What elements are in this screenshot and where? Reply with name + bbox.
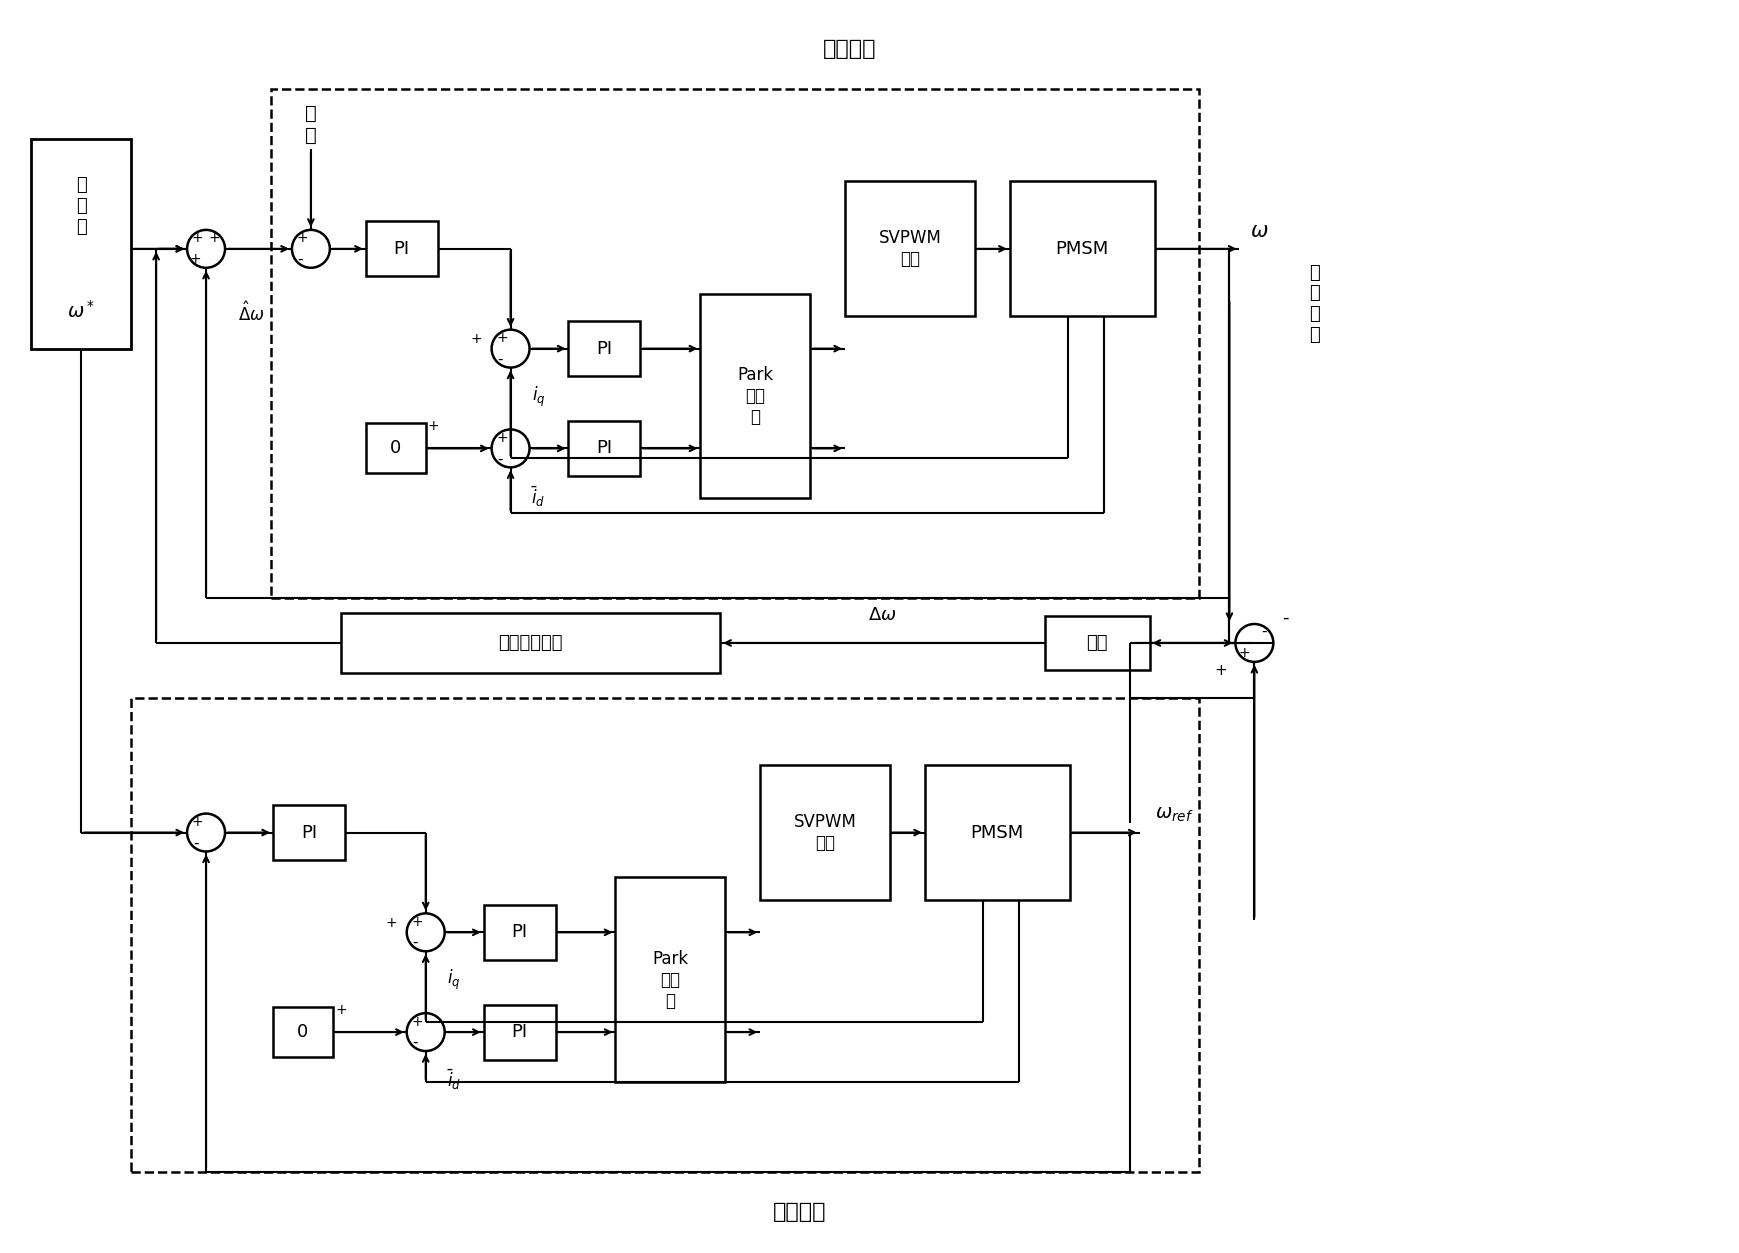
Circle shape xyxy=(492,430,530,467)
Circle shape xyxy=(188,813,224,852)
Text: 优化灰色补偶: 优化灰色补偶 xyxy=(499,634,563,652)
Text: +: + xyxy=(1214,663,1226,678)
Text: $\bar{i}_d$: $\bar{i}_d$ xyxy=(447,1068,461,1093)
Text: -: - xyxy=(497,451,503,466)
Bar xyxy=(483,1005,555,1060)
Circle shape xyxy=(292,229,330,268)
Text: 实
际
输
出: 实 际 输 出 xyxy=(1309,263,1320,343)
Bar xyxy=(273,806,344,860)
Text: $\hat{\Delta}\omega$: $\hat{\Delta}\omega$ xyxy=(238,302,264,326)
Text: -: - xyxy=(193,836,198,851)
Text: $\bar{i}_d$: $\bar{i}_d$ xyxy=(532,484,546,509)
Bar xyxy=(271,89,1200,598)
Text: +: + xyxy=(191,816,203,829)
Text: Park
逆变
换: Park 逆变 换 xyxy=(737,366,774,426)
Text: 0: 0 xyxy=(390,440,402,457)
Bar xyxy=(365,424,426,474)
Circle shape xyxy=(407,1014,445,1051)
Text: 干
扰: 干 扰 xyxy=(304,104,316,144)
Bar xyxy=(1045,615,1149,670)
Bar xyxy=(569,321,640,376)
Text: +: + xyxy=(412,915,423,928)
Bar xyxy=(1010,182,1155,316)
Text: +: + xyxy=(1238,647,1250,660)
Text: $\omega^*$: $\omega^*$ xyxy=(68,299,96,322)
Text: 0: 0 xyxy=(297,1024,308,1041)
Text: 给
定
値: 给 定 値 xyxy=(77,177,87,236)
Bar xyxy=(273,1007,332,1058)
Text: $\omega_{ref}$: $\omega_{ref}$ xyxy=(1155,806,1195,824)
Bar xyxy=(130,698,1200,1172)
Text: $\Delta\omega$: $\Delta\omega$ xyxy=(868,606,897,624)
Bar xyxy=(925,766,1069,900)
Text: PI: PI xyxy=(511,923,527,941)
Text: PMSM: PMSM xyxy=(1056,239,1109,258)
Text: PI: PI xyxy=(511,1024,527,1041)
Circle shape xyxy=(407,913,445,951)
Text: +: + xyxy=(471,332,482,346)
Text: 实际情况: 实际情况 xyxy=(823,39,876,59)
Text: SVPWM
逆变: SVPWM 逆变 xyxy=(793,813,857,852)
Text: 理想情况: 理想情况 xyxy=(774,1202,826,1222)
Bar xyxy=(365,222,438,276)
Text: $\omega$: $\omega$ xyxy=(1250,221,1269,241)
Text: +: + xyxy=(191,232,203,246)
Text: PI: PI xyxy=(596,440,612,457)
Text: -: - xyxy=(297,252,303,267)
Text: +: + xyxy=(428,420,440,434)
Bar xyxy=(483,905,555,960)
Bar xyxy=(31,139,130,348)
Text: +: + xyxy=(496,431,508,445)
Text: -: - xyxy=(1261,624,1266,639)
Text: +: + xyxy=(496,331,508,345)
Bar xyxy=(341,613,720,673)
Text: +: + xyxy=(412,1015,423,1029)
Circle shape xyxy=(188,229,224,268)
Text: $i_q$: $i_q$ xyxy=(447,969,461,992)
Text: +: + xyxy=(336,1004,346,1017)
Bar xyxy=(569,421,640,476)
Text: SVPWM
逆变: SVPWM 逆变 xyxy=(878,229,941,268)
Text: -: - xyxy=(497,352,503,367)
Text: -: - xyxy=(1282,609,1289,626)
Text: PI: PI xyxy=(301,823,316,842)
Text: PI: PI xyxy=(596,340,612,357)
Circle shape xyxy=(492,330,530,367)
Text: -: - xyxy=(412,935,417,950)
Text: +: + xyxy=(209,232,221,246)
Bar xyxy=(616,877,725,1083)
Bar xyxy=(760,766,890,900)
Text: -: - xyxy=(412,1035,417,1050)
Text: +: + xyxy=(386,916,398,930)
Text: +: + xyxy=(297,232,308,246)
Bar xyxy=(701,293,810,499)
Bar xyxy=(845,182,976,316)
Text: PMSM: PMSM xyxy=(970,823,1024,842)
Circle shape xyxy=(1235,624,1273,662)
Text: PI: PI xyxy=(393,239,410,258)
Text: Park
逆变
换: Park 逆变 换 xyxy=(652,950,689,1010)
Text: +: + xyxy=(190,252,202,267)
Text: 误差: 误差 xyxy=(1087,634,1108,652)
Text: $i_q$: $i_q$ xyxy=(532,385,546,408)
